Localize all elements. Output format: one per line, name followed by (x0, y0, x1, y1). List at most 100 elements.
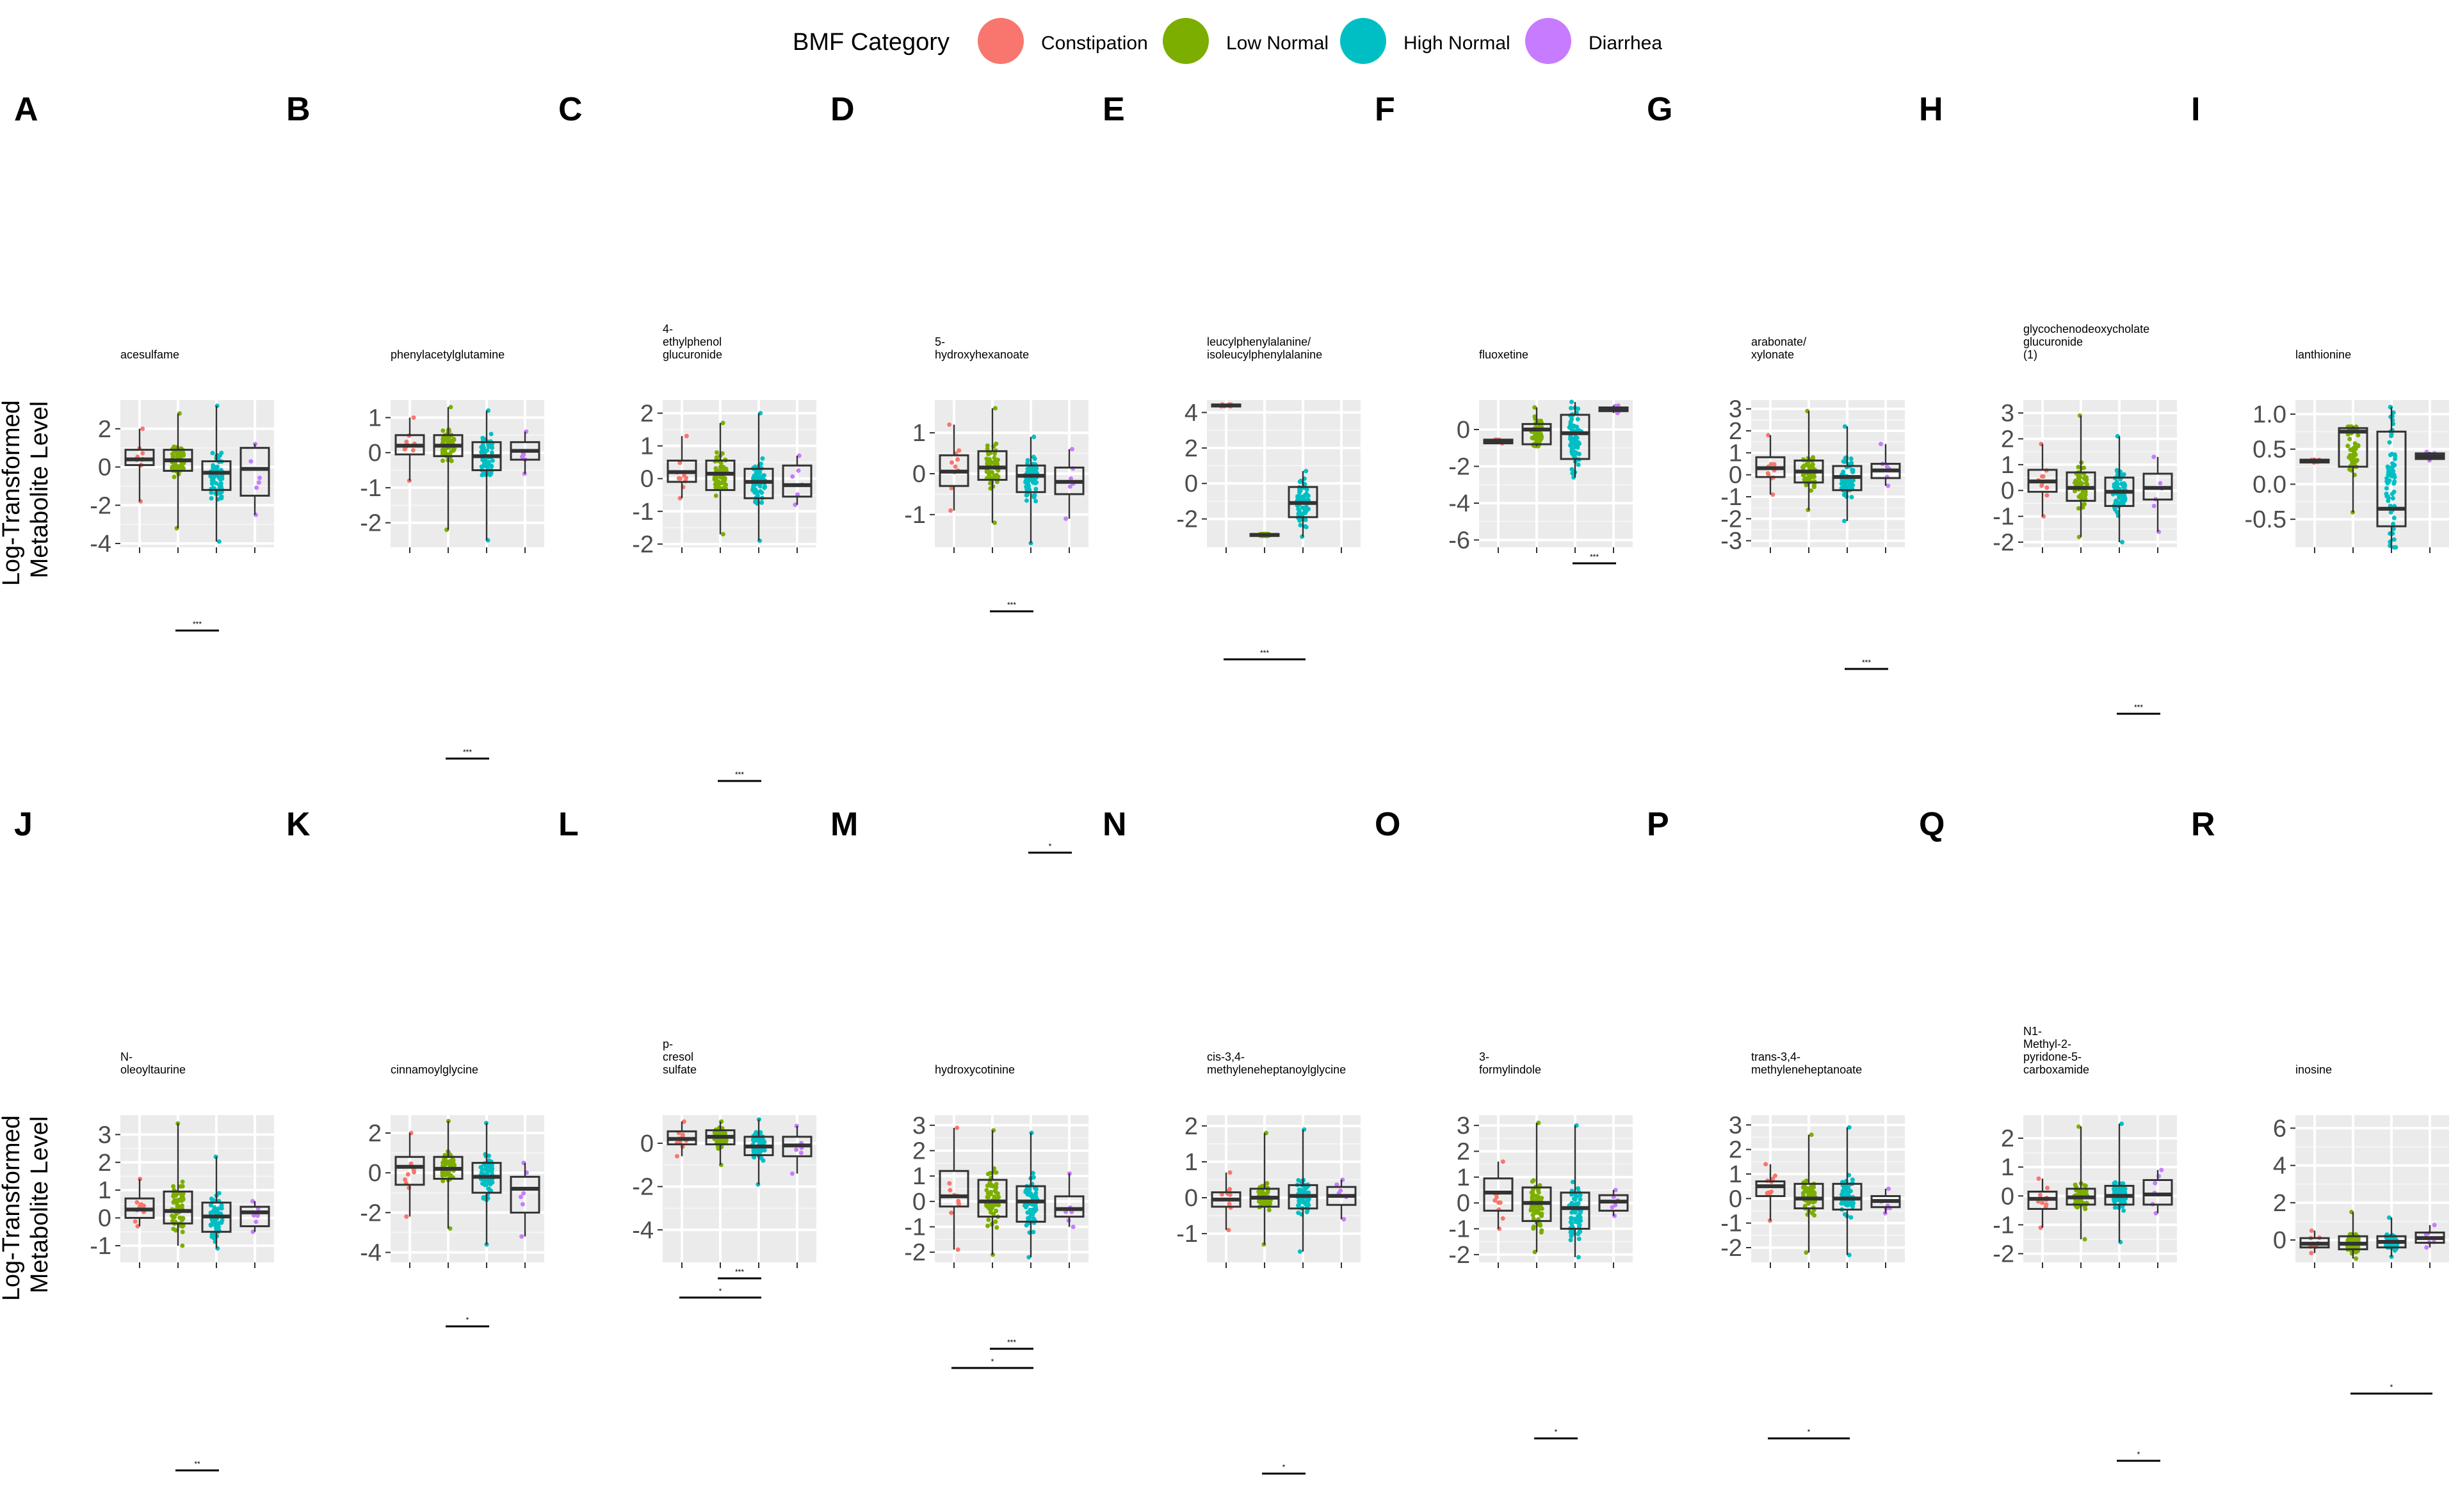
box-high-normal (1560, 399, 1590, 480)
data-point (1539, 1212, 1544, 1218)
y-tick-label: 0 (368, 440, 382, 467)
data-point (1808, 475, 1813, 480)
data-point (2121, 483, 2126, 488)
data-point (1812, 1191, 1817, 1196)
data-point (1576, 1201, 1581, 1206)
data-point (790, 474, 795, 479)
plot-background (1479, 1115, 1633, 1262)
data-point (1884, 464, 1889, 469)
y-tick-label: 2 (1185, 1113, 1198, 1140)
y-tick-label: 0 (1457, 417, 1470, 444)
y-tick-label: -0.5 (2245, 506, 2286, 533)
y-tick-label: 0.5 (2253, 437, 2286, 463)
data-point (2391, 410, 2396, 415)
data-point (1576, 406, 1581, 412)
data-point (2432, 1223, 2437, 1228)
data-point (1802, 1203, 1808, 1209)
bracket-label: * (991, 1357, 994, 1366)
data-point (681, 1119, 686, 1124)
data-point (789, 1171, 795, 1176)
y-tick-label: -3 (1720, 528, 1742, 555)
data-point (220, 1218, 225, 1223)
panel-title: p- (663, 1038, 673, 1050)
data-point (175, 465, 180, 470)
data-point (486, 444, 491, 449)
panel-title: methyleneheptanoylglycine (1207, 1063, 1346, 1076)
y-tick-label: -1 (90, 1233, 111, 1260)
data-point (2112, 482, 2117, 487)
data-point (212, 1210, 217, 1215)
data-point (1031, 1230, 1036, 1235)
panel-title: cis-3,4- (1207, 1050, 1245, 1063)
data-point (1804, 483, 1809, 488)
data-point (1298, 522, 1303, 527)
box-constipation (1755, 433, 1786, 497)
data-point (763, 485, 768, 490)
data-point (140, 426, 145, 431)
box-iqr (977, 1178, 1008, 1218)
significance-bracket: * (1534, 1428, 1578, 1440)
data-point (1033, 499, 1039, 504)
y-tick-label: 0 (1457, 1190, 1470, 1217)
data-point (987, 458, 992, 463)
data-point (180, 1179, 185, 1184)
panel-title: (1) (2023, 348, 2037, 361)
data-point (2391, 526, 2396, 531)
data-point (724, 482, 729, 487)
data-point (1578, 1197, 1583, 1202)
box-iqr (1793, 1182, 1824, 1210)
y-tick-label: -2 (1720, 506, 1742, 533)
data-point (996, 457, 1001, 462)
data-point (1500, 1216, 1505, 1221)
data-point (1306, 494, 1311, 499)
y-tick-label: 0 (98, 1205, 111, 1232)
data-point (986, 1218, 991, 1223)
data-point (2389, 433, 2394, 438)
data-point (1266, 1207, 1272, 1212)
data-point (1334, 1182, 1339, 1187)
box-iqr (163, 1190, 193, 1225)
data-point (674, 1154, 679, 1159)
data-point (2390, 495, 2395, 501)
data-point (1613, 1203, 1618, 1208)
data-point (992, 1184, 998, 1189)
panel-letter: I (2191, 91, 2200, 128)
data-point (1804, 1250, 1809, 1255)
data-point (1804, 1178, 1809, 1184)
box-iqr (977, 450, 1008, 481)
data-point (1263, 1201, 1268, 1206)
data-point (2392, 479, 2397, 484)
data-point (1539, 1196, 1544, 1201)
panel-title: glycochenodeoxycholate (2023, 323, 2149, 335)
data-point (208, 1210, 213, 1215)
data-point (1840, 1191, 1845, 1196)
data-point (2114, 501, 2119, 506)
plot-background (1207, 1115, 1361, 1262)
box-high-normal (1832, 1125, 1863, 1257)
data-point (995, 1191, 1000, 1196)
bracket-label: *** (735, 770, 744, 779)
data-point (441, 428, 446, 433)
y-tick-label: 2 (1457, 1138, 1470, 1165)
data-point (1297, 518, 1302, 523)
data-point (2423, 1232, 2429, 1237)
data-point (1024, 498, 1029, 503)
y-tick-label: 3 (1457, 1113, 1470, 1139)
y-tick-label: 0 (912, 461, 926, 488)
box-low-normal (433, 1118, 464, 1231)
data-point (482, 1182, 487, 1187)
significance-bracket: *** (718, 1267, 761, 1280)
significance-bracket: * (951, 1357, 1033, 1369)
data-point (209, 495, 214, 501)
y-tick-label: 0 (1185, 1185, 1198, 1212)
data-point (1843, 459, 1848, 464)
data-point (1227, 1170, 1233, 1175)
box-diarrhea (2415, 449, 2445, 463)
data-point (1886, 1186, 1891, 1191)
bracket-label: * (719, 1287, 722, 1296)
box-diarrhea (1870, 442, 1901, 488)
data-point (1068, 476, 1073, 481)
